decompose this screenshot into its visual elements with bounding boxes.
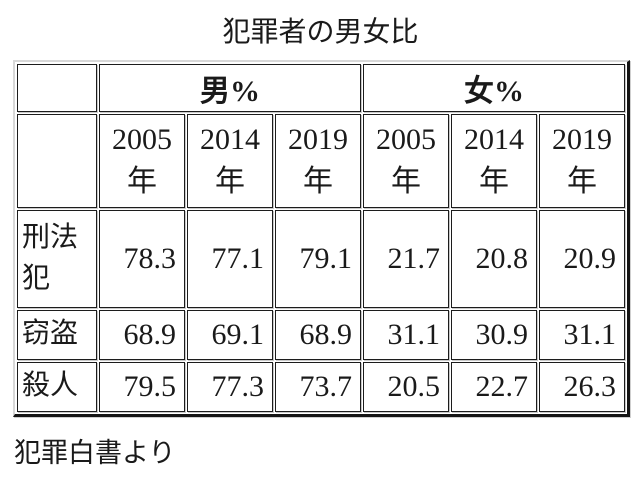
value-cell: 22.7 [451, 361, 537, 412]
year-line: 2005 [376, 122, 436, 156]
year-line: 2014 [200, 122, 260, 156]
year-line: 2014 [464, 122, 524, 156]
table-row-keihohan: 刑法犯 78.3 77.1 79.1 21.7 20.8 20.9 [17, 209, 625, 308]
value-cell: 31.1 [539, 309, 625, 360]
value-cell: 79.1 [275, 209, 361, 308]
year-suffix: 年 [303, 164, 333, 198]
row-label: 窃盗 [17, 309, 97, 360]
value-cell: 31.1 [363, 309, 449, 360]
year-suffix: 年 [567, 164, 597, 198]
value-cell: 20.9 [539, 209, 625, 308]
year-suffix: 年 [391, 164, 421, 198]
value-cell: 77.3 [187, 361, 273, 412]
year-header-row: 2005 年 2014 年 2019 年 2005 年 2014 年 [17, 113, 625, 208]
value-cell: 20.5 [363, 361, 449, 412]
value-cell: 68.9 [99, 309, 185, 360]
year-line: 2005 [112, 122, 172, 156]
year-header-male-2005: 2005 年 [99, 113, 185, 208]
year-line: 2019 [552, 122, 612, 156]
group-header-male: 男% [99, 63, 361, 112]
corner-cell-bottom [17, 113, 97, 208]
year-header-female-2019: 2019 年 [539, 113, 625, 208]
row-label: 殺人 [17, 361, 97, 412]
value-cell: 30.9 [451, 309, 537, 360]
year-suffix: 年 [215, 164, 245, 198]
year-header-male-2019: 2019 年 [275, 113, 361, 208]
row-label: 刑法犯 [17, 209, 97, 308]
year-line: 2019 [288, 122, 348, 156]
year-header-female-2014: 2014 年 [451, 113, 537, 208]
table-row-setto: 窃盗 68.9 69.1 68.9 31.1 30.9 31.1 [17, 309, 625, 360]
corner-cell-top [17, 63, 97, 112]
page: 犯罪者の男女比 男% 女% 2005 年 2014 年 [0, 16, 641, 470]
value-cell: 77.1 [187, 209, 273, 308]
page-title: 犯罪者の男女比 [222, 17, 419, 48]
source-note: 犯罪白書より [14, 437, 176, 468]
year-suffix: 年 [127, 164, 157, 198]
group-header-row: 男% 女% [17, 63, 625, 112]
group-header-female: 女% [363, 63, 625, 112]
data-table: 男% 女% 2005 年 2014 年 2019 年 2005 [13, 59, 630, 417]
value-cell: 79.5 [99, 361, 185, 412]
value-cell: 26.3 [539, 361, 625, 412]
value-cell: 68.9 [275, 309, 361, 360]
value-cell: 78.3 [99, 209, 185, 308]
value-cell: 20.8 [451, 209, 537, 308]
year-header-male-2014: 2014 年 [187, 113, 273, 208]
year-header-female-2005: 2005 年 [363, 113, 449, 208]
table-row-satsujin: 殺人 79.5 77.3 73.7 20.5 22.7 26.3 [17, 361, 625, 412]
value-cell: 21.7 [363, 209, 449, 308]
value-cell: 69.1 [187, 309, 273, 360]
year-suffix: 年 [479, 164, 509, 198]
value-cell: 73.7 [275, 361, 361, 412]
